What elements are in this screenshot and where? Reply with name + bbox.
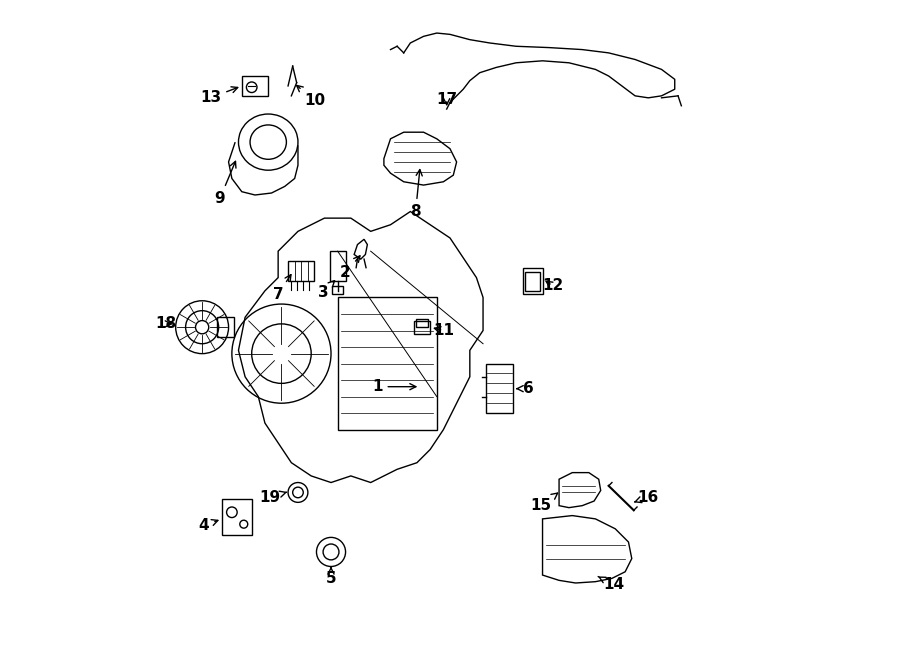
Bar	[414, 321, 430, 334]
Text: 1: 1	[372, 379, 416, 394]
Text: 5: 5	[326, 568, 337, 586]
Text: 10: 10	[297, 85, 325, 108]
Text: 19: 19	[259, 490, 286, 504]
Text: 18: 18	[155, 317, 176, 331]
Text: 14: 14	[598, 576, 625, 592]
Text: 11: 11	[433, 323, 454, 338]
Bar	[338, 297, 436, 430]
Bar	[417, 319, 428, 327]
Text: 7: 7	[273, 274, 291, 301]
Text: 2: 2	[340, 256, 360, 280]
Text: 17: 17	[436, 92, 457, 106]
Bar	[217, 317, 234, 337]
Bar	[242, 76, 268, 96]
Bar	[288, 261, 314, 281]
Bar	[329, 251, 346, 281]
Text: 8: 8	[410, 170, 422, 219]
Text: 13: 13	[200, 87, 238, 105]
Bar	[332, 286, 343, 294]
Text: 3: 3	[318, 281, 335, 299]
Text: 16: 16	[634, 490, 659, 504]
Bar	[523, 268, 543, 294]
Text: 15: 15	[531, 493, 558, 513]
Text: 6: 6	[517, 381, 534, 396]
Bar	[222, 499, 252, 535]
Bar	[526, 272, 540, 291]
Text: 12: 12	[542, 278, 563, 293]
Text: 9: 9	[215, 161, 236, 206]
Text: 4: 4	[199, 518, 218, 533]
Bar	[486, 364, 513, 413]
